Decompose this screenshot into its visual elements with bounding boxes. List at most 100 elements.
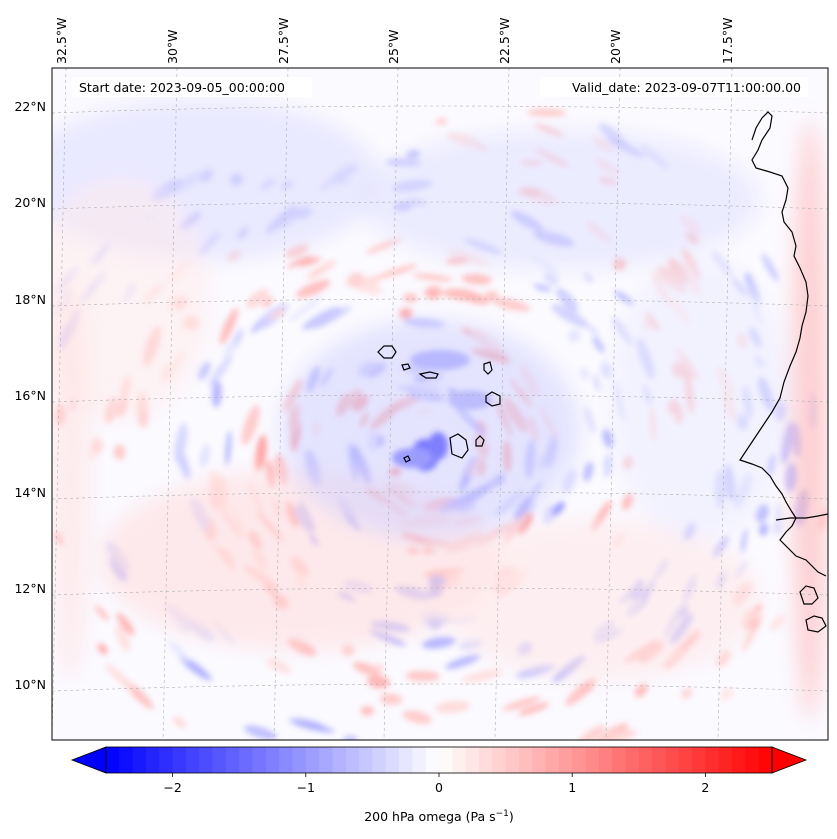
lat-label-10n: 10°N bbox=[14, 677, 46, 692]
colorbar-step bbox=[572, 747, 586, 773]
field-streak bbox=[621, 493, 634, 511]
cape-verde-santo-antao bbox=[377, 345, 397, 359]
field-streak bbox=[614, 290, 634, 306]
field-streak bbox=[375, 264, 418, 279]
lon-label-30w: 30°W bbox=[165, 29, 180, 64]
field-streak bbox=[755, 504, 769, 523]
cape-verde-sao-vicente bbox=[401, 363, 411, 371]
colorbar-step bbox=[705, 747, 720, 773]
meridian-line bbox=[494, 68, 510, 740]
cbar-label-0: 0 bbox=[435, 780, 443, 795]
field-streak bbox=[435, 118, 448, 125]
lon-label-17-5w: 17.5°W bbox=[720, 18, 735, 64]
colorbar-step bbox=[279, 747, 293, 773]
field-streak bbox=[593, 374, 601, 392]
colorbar-step bbox=[585, 747, 600, 773]
colorbar-step bbox=[425, 747, 440, 773]
colorbar-step bbox=[465, 747, 480, 773]
info-box-left-bg bbox=[72, 77, 312, 97]
field-streak bbox=[405, 670, 440, 682]
valid-date-label: Valid_date: 2023-09-07T11:00:00.00 bbox=[572, 80, 801, 95]
field-streak bbox=[197, 361, 211, 381]
latitude-labels: 22°N 20°N 18°N 16°N 14°N 12°N 10°N bbox=[14, 99, 46, 692]
colorbar-step bbox=[732, 747, 746, 773]
lon-label-22-5w: 22.5°W bbox=[497, 18, 512, 64]
colorbar-step bbox=[478, 747, 493, 773]
field-streak bbox=[561, 468, 577, 494]
field-streak bbox=[412, 273, 454, 282]
colorbar: −2 −1 0 1 2 200 hPa omega (Pa s−1) bbox=[70, 746, 808, 824]
field-streak bbox=[740, 528, 748, 554]
field-streak bbox=[287, 255, 312, 268]
field-streak bbox=[434, 700, 471, 714]
cape-verde-boa-vista bbox=[485, 391, 501, 407]
field-streak bbox=[602, 428, 614, 448]
colorbar-step bbox=[372, 747, 387, 773]
colorbar-step bbox=[319, 747, 333, 773]
field-streak bbox=[97, 643, 108, 655]
colorbar-step bbox=[745, 747, 760, 773]
field-streak bbox=[285, 244, 309, 258]
field-streak bbox=[211, 380, 222, 408]
cbar-label-1: 1 bbox=[568, 780, 576, 795]
field-streak bbox=[584, 272, 593, 283]
colorbar-step bbox=[305, 747, 320, 773]
colorbar-steps bbox=[106, 747, 773, 773]
field-streak bbox=[366, 286, 382, 295]
field-streak bbox=[116, 612, 135, 636]
lon-label-25w: 25°W bbox=[386, 29, 401, 64]
guinea-coast bbox=[799, 585, 819, 605]
field-streak bbox=[219, 307, 239, 345]
field-streak bbox=[246, 289, 269, 309]
field-streak bbox=[444, 288, 480, 301]
field-streak bbox=[367, 675, 390, 689]
field-streak bbox=[379, 693, 403, 705]
field-streak bbox=[551, 501, 565, 517]
field-streak bbox=[583, 461, 594, 482]
meridian-line bbox=[52, 68, 67, 740]
field-streak bbox=[255, 434, 267, 471]
field-streak bbox=[403, 293, 418, 303]
field-streak bbox=[298, 257, 321, 267]
colorbar-step bbox=[159, 747, 173, 773]
field-streak bbox=[600, 362, 613, 379]
parallel-line bbox=[52, 394, 828, 403]
field-streak bbox=[293, 721, 335, 733]
cape-verde-fogo bbox=[403, 455, 411, 463]
field-patch bbox=[360, 130, 760, 270]
field-streak bbox=[681, 687, 693, 699]
colorbar-ticks bbox=[172, 773, 706, 777]
field-streak bbox=[595, 729, 638, 740]
field-streak bbox=[761, 253, 779, 282]
colorbar-step bbox=[359, 747, 373, 773]
field-patch bbox=[280, 320, 580, 540]
cape-verde-sal bbox=[483, 361, 493, 375]
colorbar-step bbox=[119, 747, 134, 773]
field-streak bbox=[551, 304, 589, 328]
field-streak bbox=[115, 623, 131, 652]
guinea-coast-2 bbox=[805, 615, 827, 633]
field-streak bbox=[584, 406, 596, 434]
field-streak bbox=[355, 275, 381, 291]
colorbar-step bbox=[452, 747, 467, 773]
map-panel: Start date: 2023-09-05_00:00:00 Valid_da… bbox=[52, 68, 828, 740]
colorbar-step bbox=[718, 747, 733, 773]
field-streak bbox=[208, 354, 233, 387]
field-streak bbox=[556, 287, 579, 313]
cape-verde-santiago bbox=[449, 433, 469, 459]
longitude-labels: 32.5°W 30°W 27.5°W 25°W 22.5°W 20°W 17.5… bbox=[54, 18, 735, 64]
lat-label-22n: 22°N bbox=[14, 99, 46, 114]
field-streak bbox=[502, 696, 541, 711]
field-patch bbox=[52, 180, 210, 420]
field-streak bbox=[533, 284, 551, 292]
field-streak bbox=[262, 296, 274, 308]
colorbar-step bbox=[225, 747, 240, 773]
field-streak bbox=[402, 710, 432, 724]
colorbar-step bbox=[505, 747, 520, 773]
field-streak bbox=[199, 444, 211, 468]
field-streak bbox=[770, 614, 785, 631]
field-streak bbox=[269, 307, 286, 321]
field-streak bbox=[568, 329, 581, 342]
lat-label-14n: 14°N bbox=[14, 485, 46, 500]
